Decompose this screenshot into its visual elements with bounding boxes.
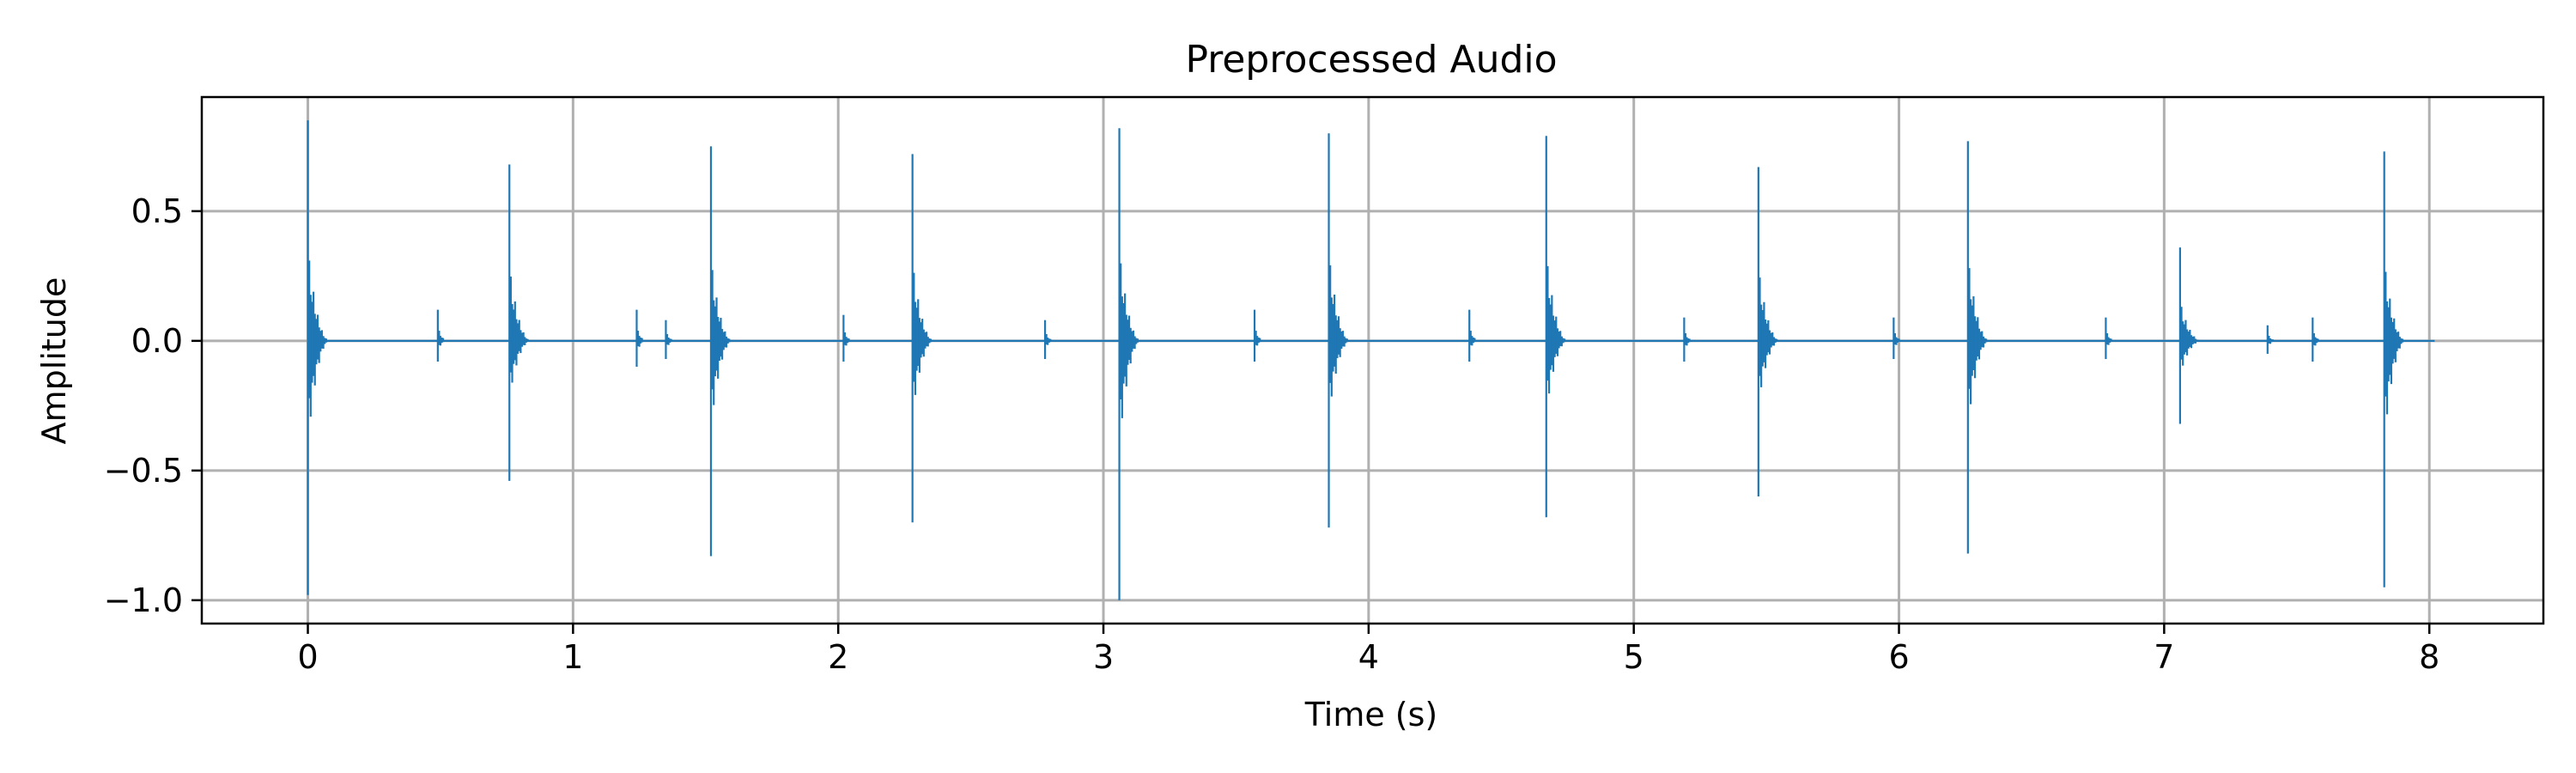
waveform-burst: [1253, 309, 1262, 362]
waveform-burst: [2312, 317, 2321, 362]
x-tick-label: 5: [1624, 638, 1644, 676]
waveform-burst: [1545, 136, 1569, 518]
waveform-burst: [1683, 317, 1692, 362]
waveform-burst: [2383, 151, 2407, 587]
y-axis-label: Amplitude: [35, 277, 73, 445]
waveform-burst: [911, 154, 935, 523]
y-tick-label: −1.0: [104, 581, 183, 619]
y-tick-label: 0.5: [131, 192, 183, 230]
waveform-burst: [665, 320, 674, 359]
waveform-burst: [1043, 320, 1053, 359]
waveform-series: [307, 120, 2435, 600]
waveform-burst: [1468, 309, 1478, 362]
y-tick-label: 0.0: [131, 322, 183, 360]
x-tick-label: 4: [1358, 638, 1379, 676]
x-axis-label: Time (s): [1304, 696, 1438, 733]
x-axis-ticks: 0 1 2 3 4 5 6 7 8: [297, 624, 2439, 676]
chart-title: Preprocessed Audio: [1185, 38, 1557, 82]
waveform-burst: [307, 120, 331, 595]
waveform-burst: [842, 314, 852, 362]
x-tick-label: 8: [2419, 638, 2439, 676]
waveform-burst: [1118, 128, 1142, 600]
x-tick-label: 3: [1093, 638, 1114, 676]
waveform-burst: [709, 146, 733, 557]
x-tick-label: 7: [2154, 638, 2174, 676]
waveform-burst: [2266, 325, 2275, 354]
x-tick-label: 2: [828, 638, 848, 676]
waveform-burst: [1893, 317, 1902, 359]
y-axis-ticks: 0.5 0.0 −0.5 −1.0: [104, 192, 202, 619]
waveform-burst: [635, 309, 645, 368]
x-tick-label: 6: [1888, 638, 1909, 676]
waveform-burst: [1966, 141, 1990, 554]
x-tick-label: 1: [562, 638, 583, 676]
waveform-burst: [2178, 247, 2202, 424]
waveform-burst: [2105, 317, 2114, 359]
waveform-burst: [1757, 167, 1781, 497]
waveform-burst: [1327, 133, 1352, 528]
x-tick-label: 0: [297, 638, 318, 676]
y-tick-label: −0.5: [104, 452, 183, 490]
waveform-burst: [436, 309, 446, 362]
waveform-burst: [508, 164, 532, 481]
plot-frame: [200, 95, 2545, 625]
